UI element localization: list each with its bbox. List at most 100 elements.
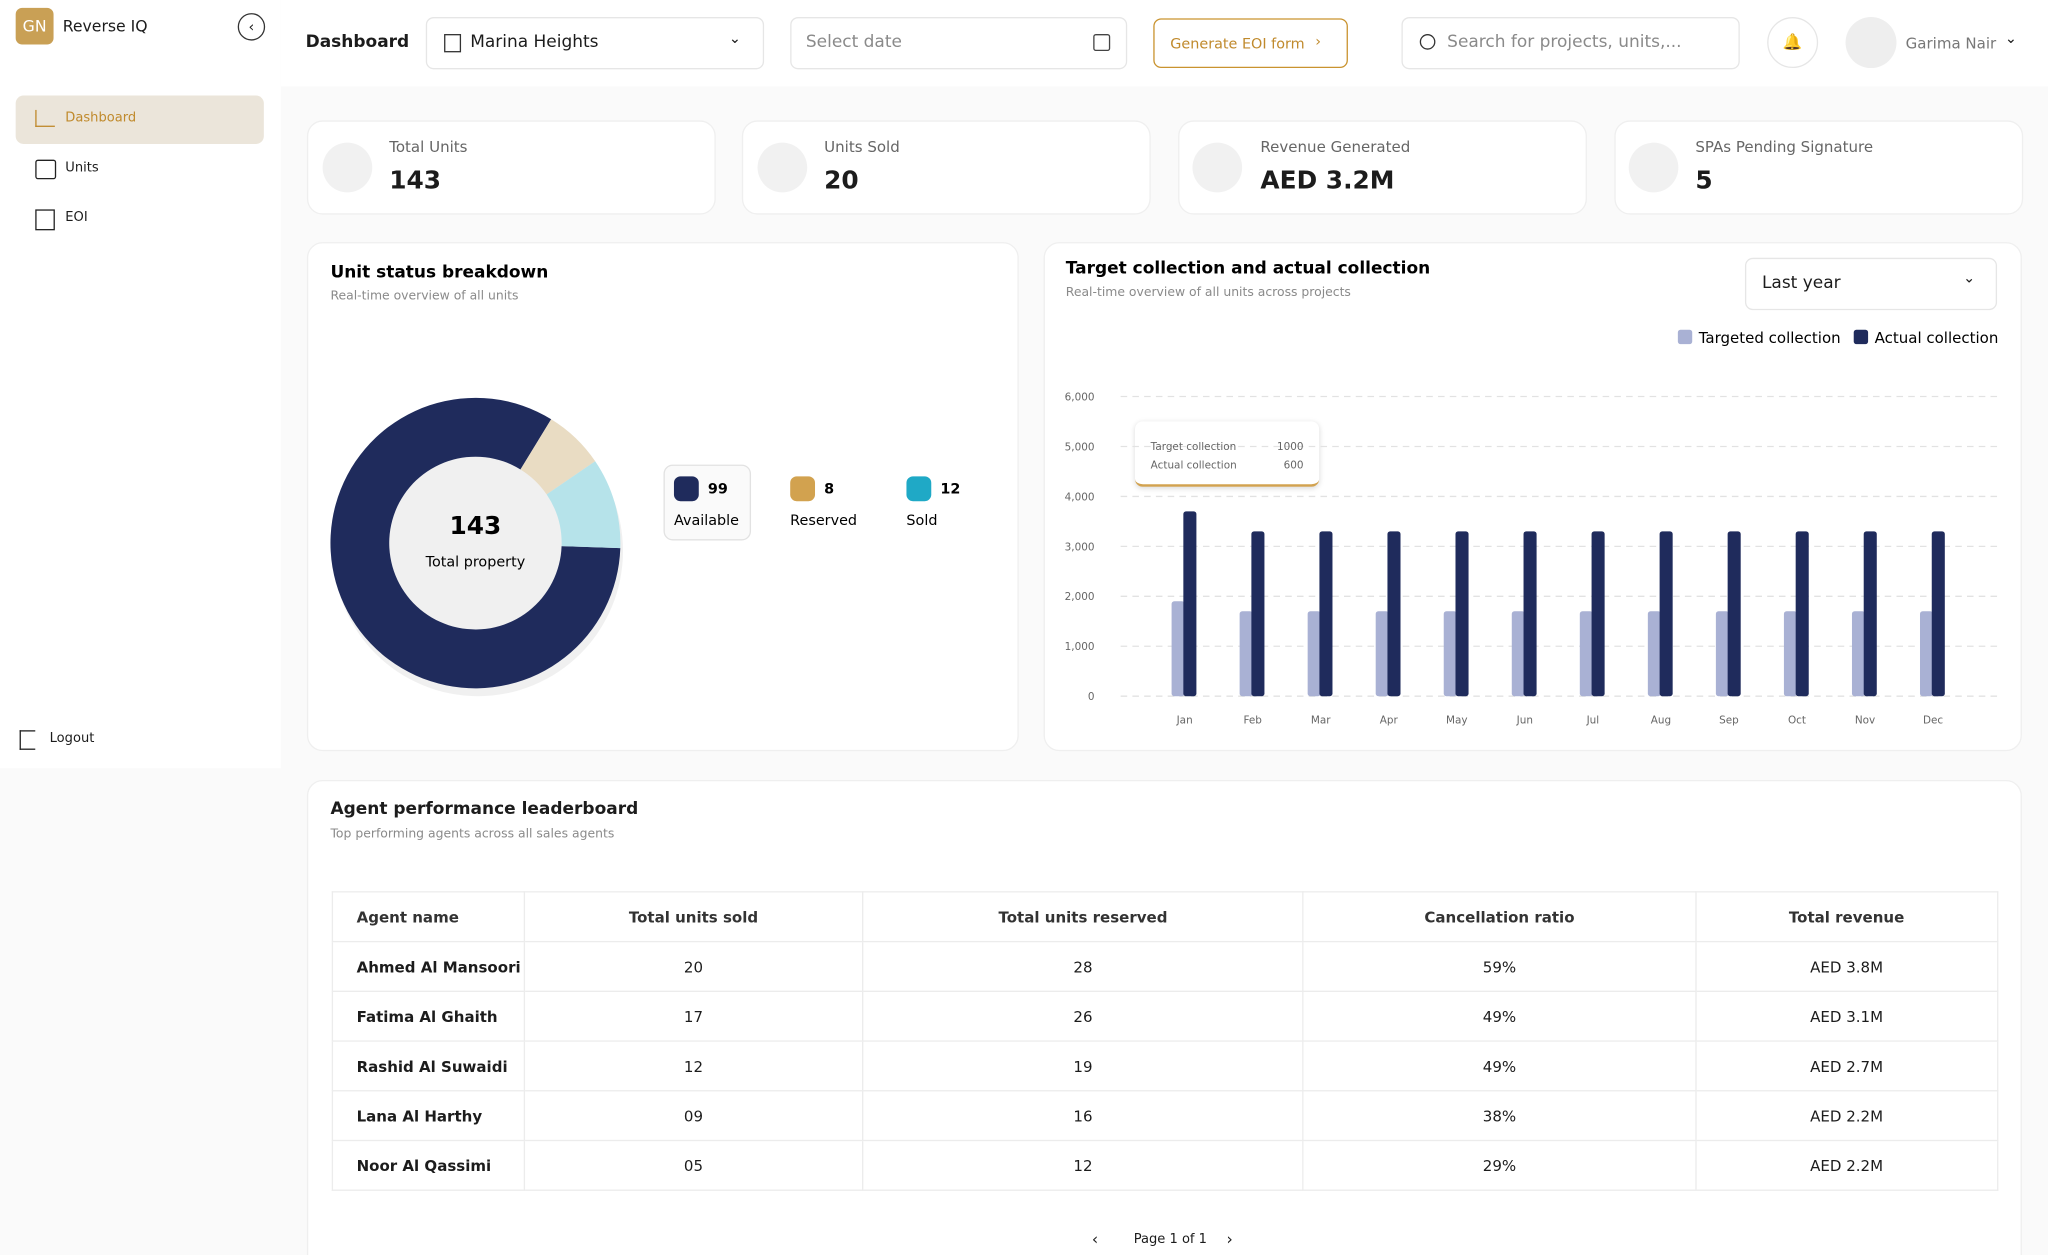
bar (1863, 531, 1877, 697)
nav-icon (35, 159, 57, 180)
kpi-card (1178, 120, 1587, 215)
pagination: Page 1 of 1 (1133, 1232, 1207, 1248)
bar (1851, 611, 1866, 697)
tooltip-value: 600 (1284, 459, 1304, 471)
project-select[interactable] (425, 17, 765, 70)
x-tick-label: May (1446, 715, 1468, 727)
button-label: Generate EOI form (1170, 35, 1305, 53)
table-cell: 29% (1302, 1139, 1697, 1191)
y-tick-label: 5,000 (1065, 441, 1095, 453)
legend-value: 12 (940, 481, 960, 497)
period: Last year (1761, 273, 1841, 294)
avatar[interactable] (1845, 17, 1897, 69)
leaderboard-table: Agent name Total units sold Total units re… (331, 891, 1999, 1191)
button-arrow: › (1315, 32, 1322, 50)
x-tick-label: Apr (1380, 715, 1399, 727)
y-tick-label: 0 (1088, 691, 1095, 703)
kpi-icon (1628, 142, 1679, 193)
legend-label: Actual collection (1875, 329, 1999, 347)
kpi-value: 143 (389, 166, 442, 195)
table-cell: 49% (1302, 990, 1697, 1042)
date-picker[interactable] (790, 17, 1128, 70)
prev-page[interactable]: ‹ (1091, 1230, 1099, 1249)
nav-item[interactable]: Dashboard (65, 111, 137, 126)
bar (1579, 611, 1593, 697)
table-cell: 12 (861, 1139, 1305, 1191)
column-header: Total units sold (523, 891, 864, 943)
bar (1183, 511, 1197, 697)
bar (1319, 531, 1333, 697)
table-row: Fatima Al Ghaith 17 26 49% AED 3.1M (331, 990, 1999, 1042)
tooltip-value: 1000 (1277, 441, 1304, 453)
table-subtitle: Top performing agents across all sales a… (330, 827, 615, 842)
bar (1659, 531, 1673, 697)
chart-subtitle: Real-time overview of all units across p… (1066, 284, 1351, 299)
notification-button[interactable]: 🔔 (1767, 17, 1819, 69)
search-box[interactable] (1401, 17, 1740, 70)
legend-value: 8 (824, 481, 834, 497)
column-header: Total units reserved (861, 891, 1305, 943)
legend-label: Targeted collection (1698, 329, 1841, 347)
bar (1727, 531, 1741, 697)
x-tick-label: Nov (1855, 715, 1875, 727)
bar (1715, 611, 1729, 697)
header-row: Agent name Total units sold Total units re… (331, 891, 1999, 943)
y-tick-label: 3,000 (1065, 541, 1095, 553)
table-cell: Noor Al Qassimi (331, 1139, 526, 1191)
y-tick-label: 4,000 (1065, 491, 1095, 503)
period-select[interactable] (1744, 257, 1998, 311)
column-header: Agent name (331, 891, 526, 943)
x-tick-label: Sep (1719, 715, 1739, 727)
table-cell: 59% (1302, 940, 1697, 992)
nav-item[interactable]: EOI (65, 210, 88, 226)
table-title: Agent performance leaderboard (330, 799, 639, 820)
table-cell: 38% (1302, 1090, 1697, 1142)
table-cell: 26 (861, 990, 1305, 1042)
table-row: Ahmed Al Mansoori 20 28 59% AED 3.8M (331, 940, 1999, 992)
table-cell: 05 (523, 1139, 864, 1191)
table-cell: Lana Al Harthy (331, 1090, 526, 1142)
kpi-label: Total Units (389, 137, 468, 156)
bar (1251, 531, 1265, 697)
kpi-label: Units Sold (824, 137, 900, 156)
bar (1375, 611, 1389, 697)
table-row: Rashid Al Suwaidi 12 19 49% AED 2.7M (331, 1040, 1999, 1092)
x-tick-label: Feb (1243, 715, 1262, 727)
legend-label: Reserved (790, 513, 857, 529)
tooltip (1135, 421, 1320, 487)
table-cell: AED 2.7M (1694, 1040, 1999, 1092)
x-tick-label: Mar (1311, 715, 1331, 727)
bar (1919, 611, 1934, 697)
logout[interactable]: Logout (49, 731, 95, 746)
table-row: Lana Al Harthy 09 16 38% AED 2.2M (331, 1090, 1999, 1142)
nav-item[interactable]: Units (65, 160, 99, 176)
bar (1307, 611, 1321, 697)
nav-icon (35, 109, 55, 127)
x-tick-label: Oct (1788, 715, 1806, 727)
bar (1387, 531, 1401, 697)
table-cell: Rashid Al Suwaidi (331, 1040, 526, 1092)
kpi-value: 5 (1695, 166, 1713, 195)
collapse-button[interactable]: ‹ (237, 13, 266, 41)
logo: GN (15, 7, 54, 45)
table-cell: AED 2.2M (1694, 1090, 1999, 1142)
user-name[interactable]: Garima Nair (1905, 34, 1997, 53)
next-page[interactable]: › (1226, 1230, 1233, 1249)
center-label: Total property (425, 555, 526, 571)
generate-button[interactable] (1153, 18, 1348, 69)
legend-label: Available (674, 513, 739, 529)
table-cell: AED 2.2M (1694, 1139, 1999, 1191)
kpi-card (741, 120, 1151, 215)
calendar-icon (1093, 34, 1111, 52)
center-value: 143 (450, 511, 502, 540)
nav-active[interactable] (15, 95, 264, 144)
chevron: ⌄ (2004, 30, 2017, 48)
legend-swatch (1853, 329, 1869, 345)
legend-value: 99 (708, 481, 728, 497)
kpi-icon (1192, 142, 1243, 193)
search-placeholder: Search for projects, units,... (1447, 32, 1682, 53)
column-header: Total revenue (1694, 891, 1999, 943)
chart-subtitle: Real-time overview of all units (330, 288, 518, 303)
chart-title: Target collection and actual collection (1066, 258, 1430, 278)
